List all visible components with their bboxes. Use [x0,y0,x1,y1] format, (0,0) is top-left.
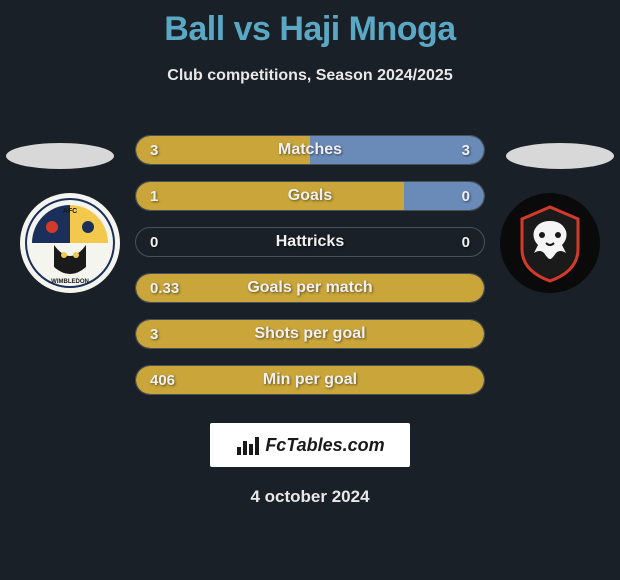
brand-text: FcTables.com [265,435,384,456]
stat-value-right: 0 [462,234,470,251]
salford-crest-icon [504,197,596,289]
player-silhouette-left [6,143,114,169]
wimbledon-crest-icon: AFC WIMBLEDON [24,197,116,289]
stat-label: Min per goal [136,371,484,389]
brand-banner: FcTables.com [210,423,410,467]
subtitle: Club competitions, Season 2024/2025 [0,67,620,85]
player-silhouette-right [506,143,614,169]
stat-row: 406Min per goal [135,365,485,395]
stat-row: 3Matches3 [135,135,485,165]
date-label: 4 october 2024 [0,487,620,507]
stat-label: Matches [136,141,484,159]
club-logo-right [500,193,600,293]
stat-value-right: 3 [462,142,470,159]
club-logo-left: AFC WIMBLEDON [20,193,120,293]
stats-list: 3Matches31Goals00Hattricks00.33Goals per… [135,135,485,411]
svg-text:AFC: AFC [63,208,77,215]
stat-row: 3Shots per goal [135,319,485,349]
page-title: Ball vs Haji Mnoga [0,0,620,49]
stat-label: Hattricks [136,233,484,251]
svg-text:WIMBLEDON: WIMBLEDON [51,279,89,285]
stat-label: Shots per goal [136,325,484,343]
stat-row: 0.33Goals per match [135,273,485,303]
stat-label: Goals [136,187,484,205]
stat-value-right: 0 [462,188,470,205]
stat-row: 1Goals0 [135,181,485,211]
stat-row: 0Hattricks0 [135,227,485,257]
comparison-panel: AFC WIMBLEDON 3Matches31Goals00Hattricks… [0,115,620,415]
stat-label: Goals per match [136,279,484,297]
chart-bars-icon [235,433,259,457]
